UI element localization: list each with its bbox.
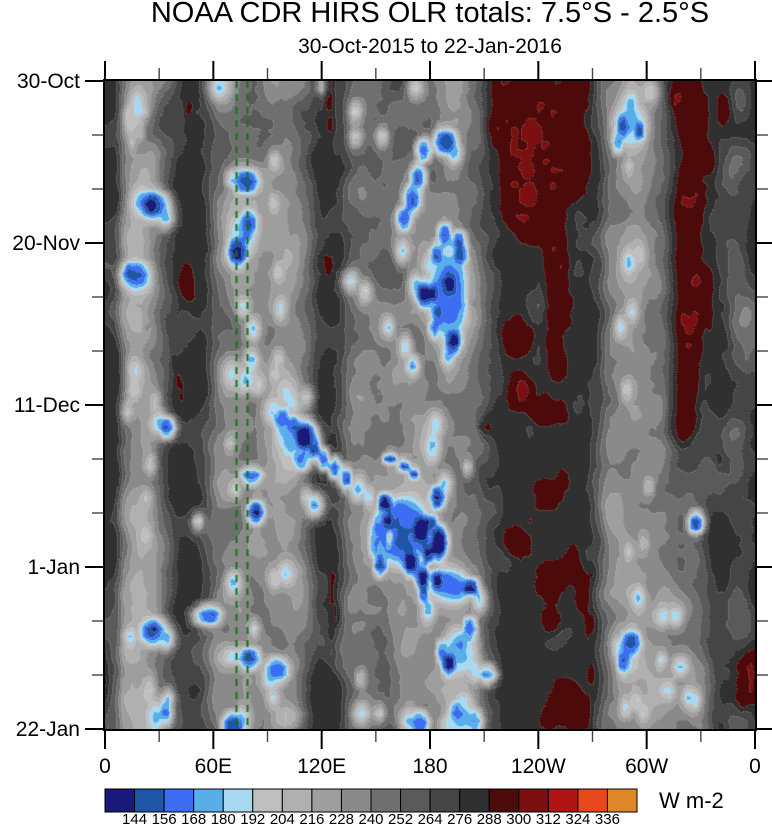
x-tick-label-60E-60: 60E (194, 755, 233, 778)
colorbar-cell-11 (429, 788, 461, 813)
colorbar-label-144: 144 (122, 811, 148, 828)
colorbar-label-156: 156 (151, 811, 177, 828)
colorbar-cell-9 (370, 788, 402, 813)
colorbar-cell-17 (606, 788, 638, 813)
colorbar-cell-4 (222, 788, 254, 813)
colorbar-cell-12 (459, 788, 490, 813)
colorbar-label-204: 204 (269, 811, 295, 828)
colorbar-cell-2 (163, 788, 195, 813)
x-tick-label-120E-120: 120E (297, 755, 347, 778)
colorbar-label-180: 180 (210, 811, 236, 828)
y-tick-label-20-Nov: 20-Nov (12, 231, 80, 255)
colorbar-label-216: 216 (299, 811, 325, 828)
heatmap-plot-area[interactable] (105, 81, 755, 729)
colorbar-cell-6 (281, 788, 313, 813)
colorbar-label-276: 276 (447, 811, 473, 828)
colorbar-label-240: 240 (358, 811, 384, 828)
colorbar-label-228: 228 (328, 811, 354, 828)
x-tick-label-60W-300: 60W (625, 755, 669, 778)
colorbar-label-324: 324 (565, 811, 591, 828)
colorbar-label-336: 336 (594, 811, 620, 828)
plot-border (103, 79, 757, 731)
colorbar-units-label: W m-2 (659, 788, 724, 813)
x-tick-label-180-180: 180 (412, 755, 448, 778)
colorbar-label-252: 252 (388, 811, 414, 828)
colorbar-cell-0 (104, 788, 136, 813)
colorbar-cell-10 (400, 788, 431, 813)
colorbar-cell-7 (311, 788, 342, 813)
y-tick-label-1-Jan: 1-Jan (27, 555, 80, 579)
colorbar-cell-14 (518, 788, 549, 813)
y-tick-label-11-Dec: 11-Dec (13, 393, 80, 417)
colorbar-cell-1 (134, 788, 165, 813)
colorbar-label-264: 264 (417, 811, 443, 828)
colorbar-cell-16 (577, 788, 608, 813)
colorbar-label-192: 192 (240, 811, 266, 828)
colorbar-cell-5 (252, 788, 283, 813)
chart-title: NOAA CDR HIRS OLR totals: 7.5°S - 2.5°S (150, 0, 710, 29)
y-tick-label-22-Jan: 22-Jan (15, 717, 80, 741)
colorbar-cell-13 (488, 788, 520, 813)
colorbar-cell-3 (193, 788, 224, 813)
chart-subtitle: 30-Oct-2015 to 22-Jan-2016 (298, 35, 562, 58)
y-tick-label-30-Oct: 30-Oct (16, 69, 80, 93)
colorbar-cell-15 (547, 788, 579, 813)
x-tick-label-0-360: 0 (749, 755, 761, 778)
colorbar-label-288: 288 (476, 811, 502, 828)
x-tick-label-120W-240: 120W (510, 755, 566, 778)
colorbar-label-168: 168 (181, 811, 207, 828)
colorbar-label-312: 312 (535, 811, 561, 828)
x-tick-label-0-0: 0 (99, 755, 111, 778)
colorbar-label-300: 300 (506, 811, 532, 828)
colorbar-cell-8 (340, 788, 372, 813)
